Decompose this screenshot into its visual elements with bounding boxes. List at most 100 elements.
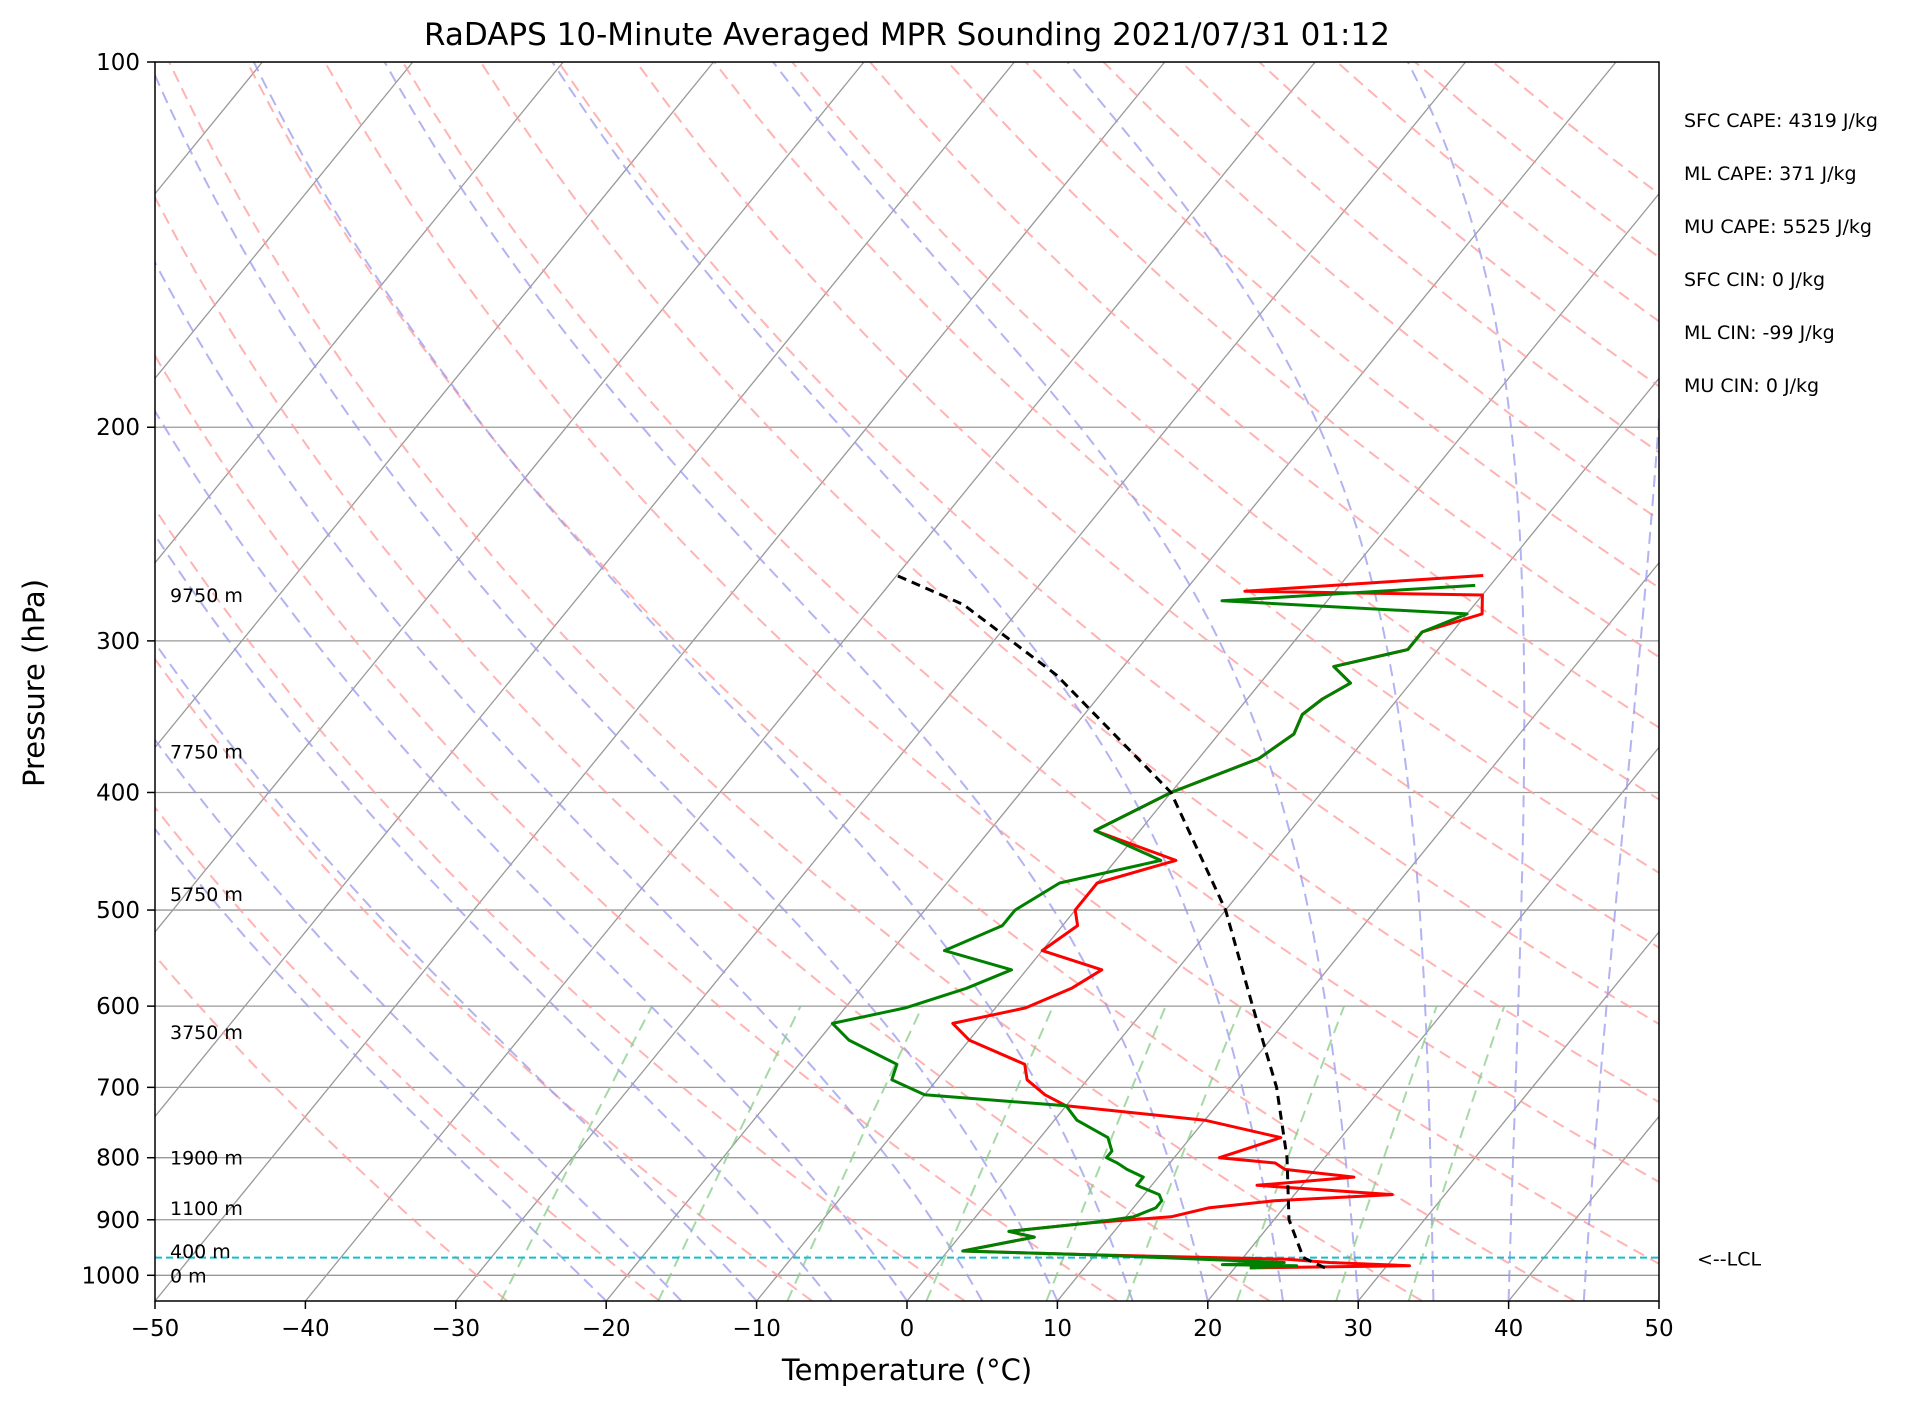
x-tick-label: −50 [131, 1316, 180, 1342]
y-tick-label: 1000 [81, 1263, 140, 1289]
height-label: 0 m [170, 1265, 207, 1287]
height-label: 9750 m [170, 585, 243, 607]
index-label: ML CIN: -99 J/kg [1684, 322, 1835, 344]
moist-adiabat [155, 533, 833, 1301]
chart-title: RaDAPS 10-Minute Averaged MPR Sounding 2… [424, 17, 1390, 53]
moist-adiabat [1066, 62, 1435, 1301]
dry-adiabat [155, 353, 1118, 1301]
moist-adiabat [772, 62, 1360, 1301]
isotherm-line [1207, 746, 1659, 1301]
moist-adiabat [155, 738, 683, 1301]
dry-adiabat [155, 954, 508, 1301]
isotherm-line [155, 62, 1015, 1118]
dry-adiabat [791, 62, 1659, 801]
y-tick-label: 800 [96, 1146, 140, 1172]
x-tick-label: 0 [900, 1316, 915, 1342]
y-tick-label: 300 [96, 629, 140, 655]
y-tick-label: 500 [96, 898, 140, 924]
lcl-label: <--LCL [1697, 1249, 1761, 1271]
mixing-ratio-line [786, 1005, 924, 1301]
height-label: 5750 m [170, 884, 243, 906]
isotherm-line [155, 62, 1166, 1301]
dry-adiabat [401, 62, 1659, 1184]
y-tick-label: 100 [96, 50, 140, 76]
moist-adiabat [383, 62, 1209, 1301]
index-label: ML CAPE: 371 J/kg [1684, 163, 1857, 185]
series-layer [155, 574, 1659, 1270]
moist-adiabat [551, 62, 1284, 1301]
ticks-layer: −50 −40 −30 −20 −10 0 10 20 30 40 50 100 200 300 400 50… [81, 50, 1673, 1342]
isotherm-line [1809, 62, 1925, 1301]
index-label: SFC CAPE: 4319 J/kg [1684, 110, 1878, 132]
height-label: 3750 m [170, 1022, 243, 1044]
isotherm-line [155, 62, 865, 933]
moist-adiabat [155, 641, 758, 1301]
index-label: MU CIN: 0 J/kg [1684, 375, 1819, 397]
dry-adiabat [155, 806, 661, 1301]
dry-adiabat [1024, 62, 1659, 589]
y-tick-label: 400 [96, 780, 140, 806]
dry-adiabat [168, 62, 1423, 1301]
isotherm-line [1357, 930, 1659, 1301]
moist-adiabat [1407, 62, 1526, 1301]
dry-adiabat [324, 62, 1659, 1265]
dry-adiabat [869, 62, 1659, 729]
y-tick-label: 900 [96, 1208, 140, 1234]
height-label: 400 m [170, 1241, 231, 1263]
dry-adiabat [713, 62, 1659, 874]
x-tick-label: −40 [281, 1316, 330, 1342]
dewpoint-profile [830, 583, 1476, 1270]
background-lines [155, 62, 1925, 1301]
dry-adiabat [1180, 62, 1659, 454]
moist-adiabat [155, 72, 1059, 1301]
index-label: SFC CIN: 0 J/kg [1684, 269, 1825, 291]
dry-adiabat [947, 62, 1659, 659]
x-axis-label: Temperature (°C) [781, 1353, 1032, 1387]
dry-adiabat [1102, 62, 1659, 521]
mixing-ratio-line [657, 1005, 802, 1301]
height-label: 7750 m [170, 741, 243, 763]
x-tick-label: −20 [582, 1316, 631, 1342]
x-tick-label: 10 [1043, 1316, 1072, 1342]
x-tick-label: 20 [1193, 1316, 1222, 1342]
isotherm-line [1508, 1115, 1659, 1301]
x-tick-label: −30 [432, 1316, 481, 1342]
mixing-ratio-line [500, 1005, 653, 1301]
parcel-profile [896, 574, 1326, 1270]
dry-adiabat [1336, 62, 1659, 323]
x-tick-label: 50 [1644, 1316, 1673, 1342]
isotherm-line [605, 62, 1617, 1301]
isotherm-line [155, 62, 414, 380]
mixing-ratio-line [1125, 1005, 1242, 1301]
moist-adiabat [155, 409, 908, 1301]
y-axis-label: Pressure (hPa) [17, 579, 51, 787]
isotherm-line [1658, 1299, 1659, 1301]
isotherm-line [455, 62, 1467, 1301]
y-tick-label: 600 [96, 994, 140, 1020]
moist-adiabat [1582, 403, 1659, 1301]
dry-adiabat [635, 62, 1659, 949]
mixing-ratio-line [1045, 1005, 1167, 1301]
isotherm-line [1056, 561, 1659, 1301]
isotherm-line [155, 62, 564, 564]
plot-frame [154, 61, 1660, 1302]
moist-adiabat [155, 260, 984, 1301]
dry-adiabat [1492, 62, 1659, 196]
dry-adiabat [479, 62, 1659, 1104]
dry-adiabat [557, 62, 1659, 1026]
isotherm-line [155, 62, 715, 749]
height-label: 1100 m [170, 1198, 243, 1220]
temperature-profile [951, 574, 1484, 1270]
moist-adiabat [155, 827, 607, 1301]
index-label: MU CAPE: 5525 J/kg [1684, 216, 1872, 238]
dry-adiabat [1414, 62, 1659, 259]
isotherm-line [906, 377, 1659, 1301]
x-tick-label: −10 [732, 1316, 781, 1342]
mixing-ratio-line [1407, 1005, 1506, 1301]
y-tick-label: 200 [96, 415, 140, 441]
dry-adiabat [155, 507, 966, 1301]
height-label: 1900 m [170, 1148, 243, 1170]
dry-adiabat [155, 657, 813, 1301]
